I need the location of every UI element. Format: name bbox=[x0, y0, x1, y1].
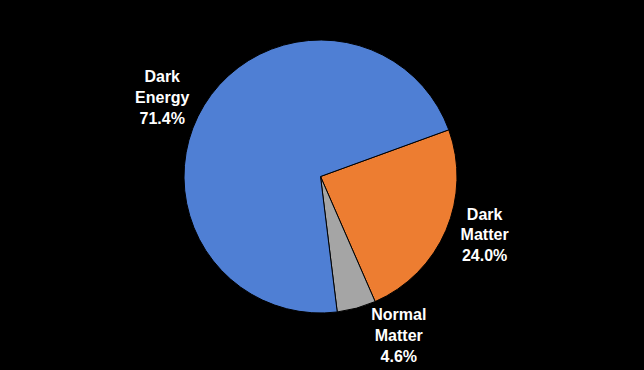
svg-text:NormalMatter4.6%: NormalMatter4.6% bbox=[371, 306, 426, 365]
svg-text:DarkMatter24.0%: DarkMatter24.0% bbox=[461, 206, 509, 265]
svg-text:DarkEnergy71.4%: DarkEnergy71.4% bbox=[135, 68, 189, 127]
